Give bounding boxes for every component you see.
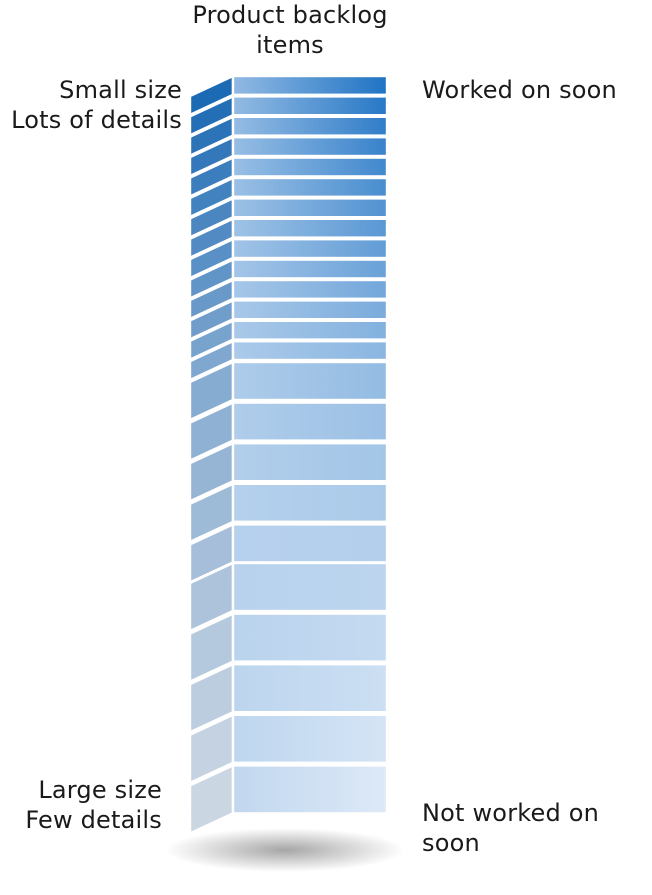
backlog-item-front (231, 713, 389, 764)
backlog-item-front (231, 176, 389, 198)
backlog-item-front (231, 95, 389, 117)
backlog-item (188, 712, 389, 785)
backlog-item-front (231, 401, 389, 442)
backlog-item (188, 94, 389, 138)
backlog-item (188, 360, 389, 422)
backlog-item-front (231, 299, 389, 321)
backlog-item-front (231, 663, 389, 714)
backlog-item (188, 74, 389, 117)
backlog-item-front (231, 319, 389, 341)
backlog-item-front (231, 237, 389, 260)
backlog-item-front (231, 135, 389, 158)
backlog-item (188, 522, 389, 585)
backlog-item-front (231, 523, 389, 564)
small-size-line-1: Small size (59, 76, 182, 104)
worked-on-soon-label: Worked on soon (422, 76, 617, 104)
backlog-item (188, 441, 389, 504)
not-worked-on-soon-label: Not worked on soon (422, 799, 600, 857)
backlog-item (188, 257, 389, 301)
backlog-item (188, 611, 389, 684)
backlog-item (188, 216, 389, 260)
backlog-item (188, 176, 389, 219)
title-line-1: Product backlog (192, 1, 388, 29)
title-line-2: items (256, 31, 324, 59)
backlog-item (188, 135, 389, 178)
backlog-item (188, 662, 389, 735)
backlog-item (188, 114, 389, 158)
backlog-item-front (231, 561, 389, 613)
backlog-item (188, 318, 389, 362)
backlog-item-front (231, 217, 389, 239)
backlog-item-front (231, 197, 389, 219)
backlog-item-front (231, 482, 389, 523)
backlog-item (188, 278, 389, 321)
small-size-line-2: Lots of details (11, 106, 182, 134)
backlog-item (188, 155, 389, 199)
backlog-item (188, 298, 389, 342)
backlog-item-front (231, 278, 389, 300)
backlog-item-front (231, 612, 389, 663)
large-size-line-2: Few details (25, 806, 162, 834)
large-size-label: Large size Few details (2, 775, 162, 835)
backlog-item-front (231, 340, 389, 362)
backlog-item (188, 481, 389, 544)
stack-shadow (165, 828, 405, 872)
backlog-item-front (231, 764, 389, 815)
large-size-line-1: Large size (38, 776, 162, 804)
small-size-label: Small size Lots of details (2, 75, 182, 135)
backlog-item-front (231, 442, 389, 483)
backlog-item-front (231, 74, 389, 96)
backlog-item (188, 561, 389, 633)
backlog-item-front (231, 258, 389, 280)
backlog-item (188, 237, 389, 280)
backlog-title: Product backlog items (175, 0, 405, 60)
backlog-item (188, 196, 389, 240)
backlog-item-front (231, 156, 389, 178)
backlog-item (188, 339, 389, 382)
backlog-item (188, 400, 389, 463)
backlog-item (188, 763, 389, 836)
backlog-item-front (231, 360, 389, 402)
backlog-item-front (231, 115, 389, 137)
